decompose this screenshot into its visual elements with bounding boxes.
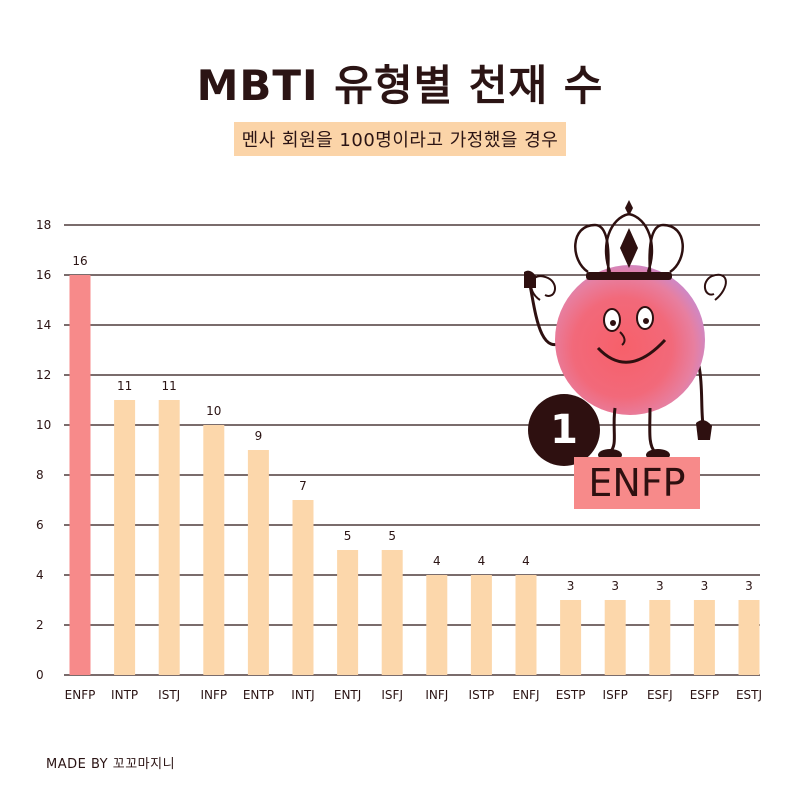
data-label: 5 (388, 529, 396, 543)
x-tick-label: ENTP (243, 688, 274, 702)
data-label: 9 (255, 429, 263, 443)
bar-enfp (69, 275, 91, 675)
y-tick-label: 14 (36, 318, 51, 332)
chart-subtitle: 멘사 회원을 100명이라고 가정했을 경우 (233, 122, 567, 156)
chart-title: MBTI 유형별 천재 수 (196, 61, 604, 110)
bar-enfj (515, 575, 537, 675)
y-tick-label: 8 (36, 468, 44, 482)
x-tick-label: ISTP (469, 688, 495, 702)
bar-istp (470, 575, 492, 675)
x-tick-label: ESTP (556, 688, 586, 702)
data-label: 4 (522, 554, 530, 568)
credit-text: MADE BY 꼬꼬마지니 (46, 757, 176, 772)
x-tick-label: ENFJ (513, 688, 540, 702)
x-tick-label: ISFP (603, 688, 628, 702)
y-tick-label: 4 (36, 568, 44, 582)
bar-esfp (693, 600, 715, 675)
bar-infj (426, 575, 448, 675)
x-tick-label: ESTJ (736, 688, 762, 702)
bar-estj (738, 600, 760, 675)
data-label: 10 (206, 404, 221, 418)
x-tick-label: ISFJ (381, 688, 403, 702)
data-label: 7 (299, 479, 307, 493)
top-type-label: ENFP (574, 457, 700, 509)
x-tick-label: INFJ (425, 688, 448, 702)
bar-intp (114, 400, 136, 675)
y-tick-label: 18 (36, 218, 51, 232)
bar-istj (158, 400, 180, 675)
y-tick-label: 2 (36, 618, 44, 632)
data-label: 3 (701, 579, 709, 593)
data-label: 3 (567, 579, 575, 593)
x-tick-label: ESFJ (647, 688, 673, 702)
x-tick-label: ISTJ (158, 688, 180, 702)
data-label: 3 (745, 579, 753, 593)
data-label: 4 (433, 554, 441, 568)
data-label: 4 (478, 554, 486, 568)
x-tick-label: ESFP (690, 688, 719, 702)
bar-isfp (604, 600, 626, 675)
bar-intj (292, 500, 314, 675)
data-label: 11 (117, 379, 132, 393)
y-tick-label: 10 (36, 418, 51, 432)
crowned-mascot-illustration (524, 200, 727, 461)
y-tick-label: 16 (36, 268, 51, 282)
x-tick-label: ENTJ (334, 688, 361, 702)
data-label: 3 (611, 579, 619, 593)
y-tick-label: 6 (36, 518, 44, 532)
x-tick-label: INFP (200, 688, 227, 702)
x-tick-label: INTP (111, 688, 138, 702)
bar-entj (337, 550, 359, 675)
bar-infp (203, 425, 225, 675)
bar-entp (247, 450, 269, 675)
x-tick-label: ENFP (65, 688, 96, 702)
data-label: 16 (72, 254, 87, 268)
bar-esfj (649, 600, 671, 675)
y-tick-label: 12 (36, 368, 51, 382)
rank-badge: 1 (528, 394, 600, 466)
data-label: 5 (344, 529, 352, 543)
data-label: 11 (162, 379, 177, 393)
y-tick-label: 0 (36, 668, 44, 682)
data-label: 3 (656, 579, 664, 593)
x-tick-label: INTJ (291, 688, 314, 702)
bar-isfj (381, 550, 403, 675)
bar-estp (560, 600, 582, 675)
